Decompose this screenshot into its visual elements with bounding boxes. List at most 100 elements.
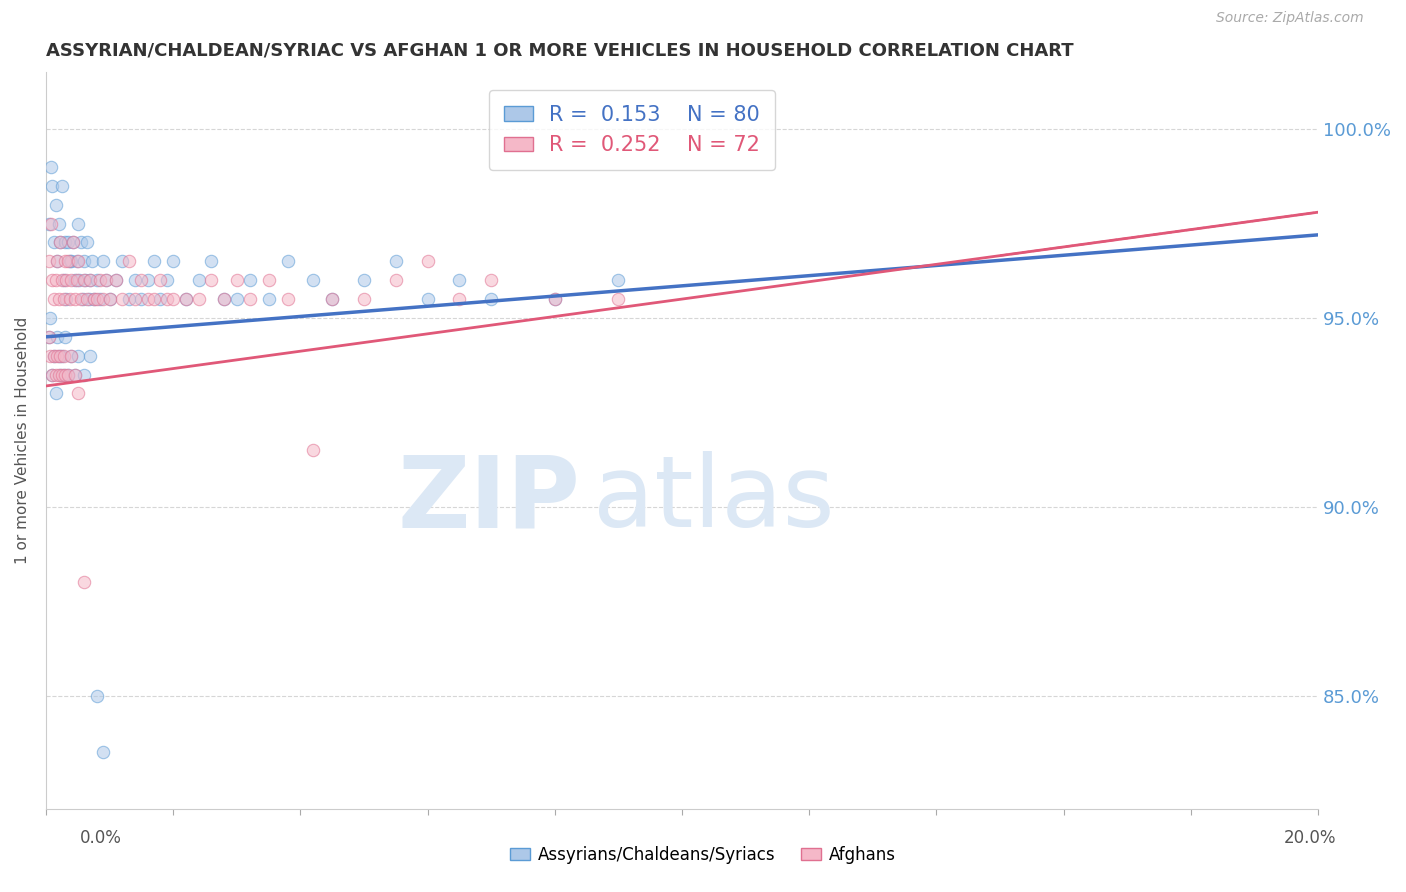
Point: [277, 292, 299, 306]
Point: [91, 292, 114, 306]
Point: [86, 689, 108, 703]
Point: [321, 292, 343, 306]
Point: [60, 349, 83, 363]
Point: [76, 235, 98, 250]
Point: [44, 273, 66, 287]
Point: [353, 292, 375, 306]
Point: [48, 368, 70, 382]
Point: [51, 273, 73, 287]
Point: [111, 292, 134, 306]
Point: [38, 330, 60, 344]
Point: [91, 254, 114, 268]
Text: ZIP: ZIP: [398, 451, 581, 549]
Legend: R =  0.153    N = 80, R =  0.252    N = 72: R = 0.153 N = 80, R = 0.252 N = 72: [489, 90, 775, 169]
Point: [124, 273, 146, 287]
Point: [65, 254, 87, 268]
Point: [49, 235, 72, 250]
Point: [38, 217, 60, 231]
Point: [136, 273, 159, 287]
Point: [79, 349, 101, 363]
Point: [96, 273, 118, 287]
Point: [77, 292, 100, 306]
Point: [544, 292, 567, 306]
Point: [58, 368, 80, 382]
Point: [60, 273, 83, 287]
Point: [302, 273, 325, 287]
Point: [212, 292, 235, 306]
Point: [479, 292, 502, 306]
Point: [607, 292, 630, 306]
Point: [44, 386, 66, 401]
Point: [51, 349, 73, 363]
Point: [607, 273, 630, 287]
Point: [104, 273, 127, 287]
Point: [187, 273, 209, 287]
Point: [200, 254, 222, 268]
Text: Source: ZipAtlas.com: Source: ZipAtlas.com: [1216, 12, 1364, 25]
Point: [143, 292, 166, 306]
Point: [73, 368, 96, 382]
Point: [118, 292, 141, 306]
Point: [79, 273, 101, 287]
Point: [277, 254, 299, 268]
Point: [131, 273, 153, 287]
Point: [41, 368, 63, 382]
Point: [66, 217, 89, 231]
Point: [51, 368, 73, 382]
Point: [42, 349, 65, 363]
Point: [53, 254, 76, 268]
Point: [73, 254, 96, 268]
Point: [44, 368, 66, 382]
Point: [66, 349, 89, 363]
Point: [174, 292, 197, 306]
Point: [111, 254, 134, 268]
Point: [67, 273, 90, 287]
Point: [449, 292, 471, 306]
Point: [46, 254, 69, 268]
Point: [89, 292, 111, 306]
Point: [39, 217, 62, 231]
Text: ASSYRIAN/CHALDEAN/SYRIAC VS AFGHAN 1 OR MORE VEHICLES IN HOUSEHOLD CORRELATION C: ASSYRIAN/CHALDEAN/SYRIAC VS AFGHAN 1 OR …: [46, 42, 1074, 60]
Point: [225, 292, 247, 306]
Point: [62, 235, 84, 250]
Point: [70, 235, 93, 250]
Point: [86, 292, 108, 306]
Point: [98, 292, 121, 306]
Point: [257, 292, 280, 306]
Y-axis label: 1 or more Vehicles in Household: 1 or more Vehicles in Household: [15, 317, 30, 565]
Point: [83, 292, 105, 306]
Point: [39, 310, 62, 325]
Point: [39, 160, 62, 174]
Point: [52, 368, 75, 382]
Point: [544, 292, 567, 306]
Point: [76, 292, 98, 306]
Point: [89, 273, 111, 287]
Point: [63, 273, 86, 287]
Point: [96, 273, 118, 287]
Point: [52, 292, 75, 306]
Point: [58, 368, 80, 382]
Point: [42, 235, 65, 250]
Point: [58, 254, 80, 268]
Point: [53, 330, 76, 344]
Point: [238, 292, 260, 306]
Point: [73, 575, 96, 590]
Point: [83, 292, 105, 306]
Text: atlas: atlas: [593, 451, 835, 549]
Point: [48, 217, 70, 231]
Point: [136, 292, 159, 306]
Point: [46, 349, 69, 363]
Point: [48, 292, 70, 306]
Point: [59, 292, 82, 306]
Point: [46, 330, 69, 344]
Point: [131, 292, 153, 306]
Point: [62, 235, 84, 250]
Point: [200, 273, 222, 287]
Point: [416, 254, 439, 268]
Point: [41, 273, 63, 287]
Point: [124, 292, 146, 306]
Point: [72, 292, 94, 306]
Point: [59, 254, 82, 268]
Point: [79, 273, 101, 287]
Point: [104, 273, 127, 287]
